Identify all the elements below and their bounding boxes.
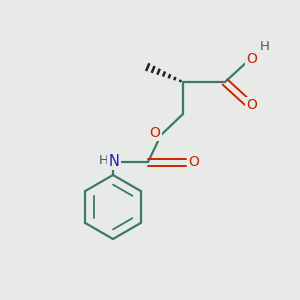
Text: N: N [109, 154, 119, 169]
Text: H: H [260, 40, 270, 52]
Text: O: O [247, 52, 257, 66]
Text: O: O [150, 126, 160, 140]
Text: O: O [247, 98, 257, 112]
Text: H: H [99, 154, 109, 167]
Text: O: O [189, 155, 200, 169]
